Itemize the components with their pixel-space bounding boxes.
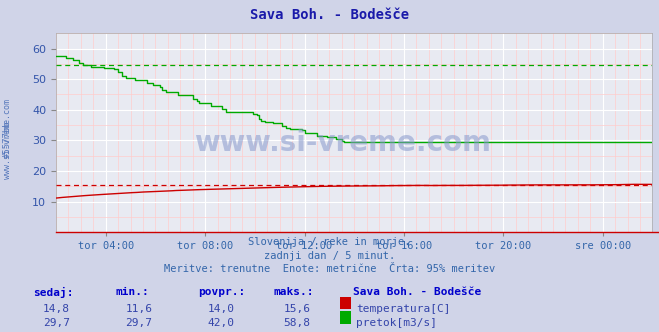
Text: 11,6: 11,6: [125, 304, 152, 314]
Text: 14,8: 14,8: [43, 304, 70, 314]
Text: #5577bb: #5577bb: [3, 121, 13, 158]
Text: temperatura[C]: temperatura[C]: [356, 304, 450, 314]
Text: 29,7: 29,7: [43, 318, 70, 328]
Text: Sava Boh. - Bodešče: Sava Boh. - Bodešče: [250, 8, 409, 22]
Text: 29,7: 29,7: [125, 318, 152, 328]
Text: zadnji dan / 5 minut.: zadnji dan / 5 minut.: [264, 251, 395, 261]
Text: www.si-vreme.com: www.si-vreme.com: [194, 129, 491, 157]
Text: Meritve: trenutne  Enote: metrične  Črta: 95% meritev: Meritve: trenutne Enote: metrične Črta: …: [164, 264, 495, 274]
Text: Sava Boh. - Bodešče: Sava Boh. - Bodešče: [353, 287, 481, 297]
Text: 15,6: 15,6: [283, 304, 310, 314]
Text: www.si-vreme.com: www.si-vreme.com: [3, 100, 13, 179]
Text: 42,0: 42,0: [208, 318, 235, 328]
Text: povpr.:: povpr.:: [198, 287, 245, 297]
Text: sedaj:: sedaj:: [33, 287, 73, 298]
Text: 14,0: 14,0: [208, 304, 235, 314]
Text: Slovenija / reke in morje.: Slovenija / reke in morje.: [248, 237, 411, 247]
Text: maks.:: maks.:: [273, 287, 314, 297]
Text: 58,8: 58,8: [283, 318, 310, 328]
Text: min.:: min.:: [115, 287, 149, 297]
Text: pretok[m3/s]: pretok[m3/s]: [356, 318, 437, 328]
